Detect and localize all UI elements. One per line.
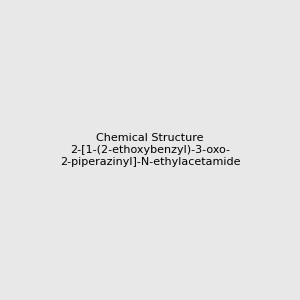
- Text: Chemical Structure
2-[1-(2-ethoxybenzyl)-3-oxo-
2-piperazinyl]-N-ethylacetamide: Chemical Structure 2-[1-(2-ethoxybenzyl)…: [60, 134, 240, 166]
